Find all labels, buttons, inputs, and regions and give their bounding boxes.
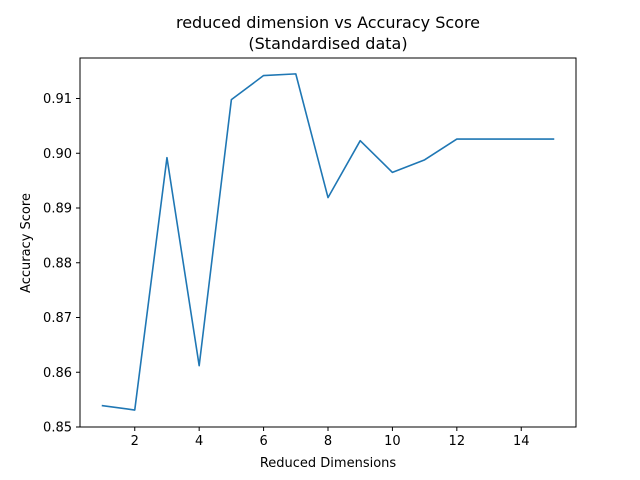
x-tick-label-8: 8 <box>324 434 332 449</box>
x-tick-label-14: 14 <box>513 434 530 449</box>
y-tick-label-3: 0.88 <box>43 256 72 271</box>
plot-area: 2 4 6 8 10 12 14 0.85 0.86 0.87 0.88 0.89 0.90 0.91 <box>43 57 577 449</box>
x-tick-label-2: 2 <box>131 434 139 449</box>
y-tick-label-0: 0.85 <box>43 421 72 436</box>
x-tick-label-6: 6 <box>259 434 267 449</box>
x-tick-label-12: 12 <box>449 434 466 449</box>
x-axis-label: Reduced Dimensions <box>260 456 397 471</box>
chart-title: reduced dimension vs Accuracy Score <box>176 13 480 32</box>
y-axis-label: Accuracy Score <box>19 193 34 293</box>
y-tick-label-1: 0.86 <box>43 366 72 381</box>
y-tick-label-4: 0.89 <box>43 202 72 217</box>
series-line-0 <box>101 73 555 411</box>
y-tick-label-5: 0.90 <box>43 147 72 162</box>
y-tick-label-2: 0.87 <box>43 311 72 326</box>
chart-subtitle: (Standardised data) <box>248 34 407 53</box>
y-tick-label-6: 0.91 <box>43 92 72 107</box>
x-tick-label-10: 10 <box>384 434 401 449</box>
x-tick-label-4: 4 <box>195 434 203 449</box>
